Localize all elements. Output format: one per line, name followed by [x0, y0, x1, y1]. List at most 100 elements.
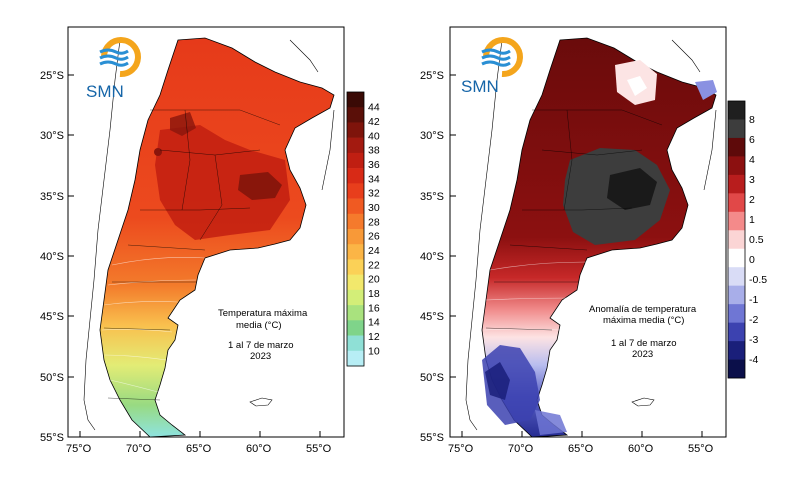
wave-icon: [99, 48, 129, 55]
logo-text: SMN: [461, 77, 499, 96]
svg-text:Anomalía de temperatura: Anomalía de temperatura: [589, 304, 697, 315]
wave-icon: [481, 48, 511, 55]
lat-label: 25°S: [40, 70, 64, 82]
colorbar-frame: [727, 100, 746, 379]
colorbar-swatch: [728, 359, 745, 379]
longitude-axis: 75°O 70°O 65°O 60°O 55°O: [66, 431, 332, 455]
colorbar-label: 1: [749, 214, 755, 226]
colorbar-swatch: [347, 335, 364, 352]
colorbar-label: 10: [368, 345, 380, 357]
temperature-anomaly-map-panel: 25°S 30°S 35°S 40°S 45°S 50°S 55°S 75°O …: [395, 0, 790, 480]
hot-core-region: [155, 125, 290, 240]
lat-label: 45°S: [40, 311, 64, 323]
colorbar-label: 30: [368, 202, 380, 214]
latitude-axis: 25°S 30°S 35°S 40°S 45°S 50°S 55°S: [420, 70, 456, 444]
colorbar-swatch: [347, 244, 364, 260]
svg-text:1 al 7 de marzo: 1 al 7 de marzo: [228, 340, 293, 351]
colorbar-label: 42: [368, 116, 380, 128]
argentina-temperature-field: [99, 37, 335, 438]
lat-label: 30°S: [40, 130, 64, 142]
colorbar-swatch: [347, 92, 364, 108]
colorbar-label: 28: [368, 216, 380, 228]
colorbar-swatch: [728, 193, 745, 213]
sun-icon: [101, 37, 141, 78]
smn-logo: SMN: [461, 37, 523, 96]
colorbar-label: 38: [368, 145, 380, 157]
lat-label: 30°S: [420, 130, 444, 142]
lon-label: 65°O: [568, 443, 594, 455]
colorbar-swatch: [728, 285, 745, 305]
colorbar-label: 24: [368, 245, 380, 257]
colorbar-label: 32: [368, 188, 380, 200]
lon-label: 70°O: [126, 443, 152, 455]
colorbar-swatch: [347, 259, 364, 275]
colorbar-label: 44: [368, 102, 380, 114]
colorbar-swatch: [347, 183, 364, 199]
svg-text:2023: 2023: [250, 351, 271, 362]
lon-label: 55°O: [306, 443, 332, 455]
lat-label: 35°S: [420, 191, 444, 203]
colorbar-swatch: [728, 174, 745, 194]
colorbar-label: 36: [368, 159, 380, 171]
hotspot-small: [154, 148, 162, 156]
lon-label: 75°O: [66, 443, 92, 455]
lon-label: 60°O: [246, 443, 272, 455]
lat-label: 25°S: [420, 70, 444, 82]
colorbar-label: 18: [368, 288, 380, 300]
colorbar-swatch: [728, 341, 745, 360]
lat-label: 55°S: [40, 432, 64, 444]
colorbar-label: -4: [749, 354, 758, 366]
colorbar-swatch: [728, 248, 745, 268]
colorbar-swatch: [728, 322, 745, 342]
colorbar-label: 4: [749, 154, 755, 166]
hotspot-northwest: [170, 112, 196, 136]
colorbar-label: 14: [368, 317, 380, 329]
lat-label: 35°S: [40, 191, 64, 203]
lat-label: 45°S: [420, 311, 444, 323]
lat-label: 40°S: [40, 251, 64, 263]
colorbar-swatch: [728, 230, 745, 250]
colorbar-label: -3: [749, 334, 758, 346]
colorbar-label: 2: [749, 194, 755, 206]
colorbar-swatch: [347, 168, 364, 184]
colorbar-swatch: [728, 101, 745, 120]
cool-anomaly-northeast: [695, 80, 717, 100]
lon-label: 60°O: [628, 443, 654, 455]
colorbar-label: 34: [368, 173, 380, 185]
colorbar-label: 16: [368, 302, 380, 314]
lat-label: 50°S: [40, 372, 64, 384]
colorbar-label: -2: [749, 314, 758, 326]
colorbar-label: -1: [749, 294, 758, 306]
lat-label: 40°S: [420, 251, 444, 263]
map-caption: Anomalía de temperatura máxima media (°C…: [589, 304, 697, 360]
colorbar-swatch: [728, 267, 745, 286]
sun-icon: [483, 37, 523, 78]
colorbar-swatch: [347, 289, 364, 306]
colorbar-swatch: [728, 304, 745, 323]
max-temperature-map: 25°S 30°S 35°S 40°S 45°S 50°S 55°S 75°O …: [40, 26, 380, 455]
colorbar-swatch: [347, 229, 364, 245]
max-temperature-map-panel: 25°S 30°S 35°S 40°S 45°S 50°S 55°S 75°O …: [40, 26, 380, 455]
colorbar-swatch: [347, 137, 364, 154]
colorbar-swatch: [728, 156, 745, 176]
svg-text:2023: 2023: [632, 349, 653, 360]
colorbar-label: 26: [368, 231, 380, 243]
colorbar-swatch: [347, 213, 364, 230]
colorbar-label: 0.5: [749, 234, 764, 246]
colorbar-label: 3: [749, 174, 755, 186]
colorbar-swatch: [347, 350, 364, 367]
map-caption: Temperatura máxima media (°C) 1 al 7 de …: [218, 308, 308, 362]
colorbar-label: 20: [368, 274, 380, 286]
colorbar-swatch: [347, 305, 364, 321]
hotspot-region: [238, 172, 282, 200]
svg-text:1 al 7 de marzo: 1 al 7 de marzo: [611, 338, 676, 349]
extreme-anomaly-core: [607, 168, 657, 210]
anomaly-colorbar: 8 6 4 3 2 1 0.5 0 -0.5 -1 -2 -3 -4: [727, 100, 767, 379]
colorbar-swatch: [347, 198, 364, 215]
svg-text:media (°C): media (°C): [236, 320, 282, 331]
svg-text:máxima media (°C): máxima media (°C): [603, 315, 684, 326]
svg-text:Temperatura máxima: Temperatura máxima: [218, 308, 308, 319]
colorbar-swatch: [347, 152, 364, 169]
lat-label: 50°S: [420, 372, 444, 384]
colorbar-label: 40: [368, 130, 380, 142]
